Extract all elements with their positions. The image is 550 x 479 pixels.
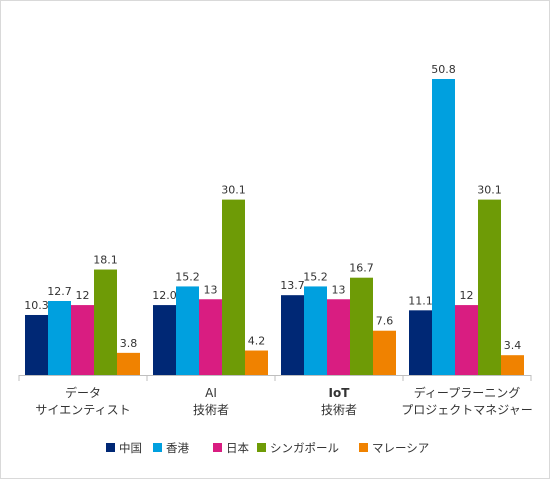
legend-swatch: [213, 443, 222, 452]
x-tick-label: 技術者: [321, 403, 357, 417]
data-label: 13.7: [280, 279, 305, 292]
legend-entry: マレーシア: [372, 441, 429, 455]
bar: [245, 350, 268, 375]
bar: [48, 301, 71, 375]
x-tick-label: 技術者: [193, 403, 229, 417]
data-label: 30.1: [221, 184, 246, 197]
data-label: 12: [460, 289, 474, 302]
x-tick-label: AI: [205, 386, 217, 400]
bar: [199, 299, 222, 375]
legend-swatch: [106, 443, 115, 452]
data-label: 13: [332, 283, 346, 296]
legend-entry: 香港: [166, 441, 189, 455]
bar: [350, 277, 373, 375]
data-label: 4.2: [248, 335, 266, 348]
data-label: 12.7: [47, 285, 72, 298]
data-label: 7.6: [376, 315, 394, 328]
legend-entry: シンガポール: [270, 441, 339, 455]
data-label: 3.8: [120, 337, 138, 350]
data-label: 15.2: [175, 270, 200, 283]
bar: [501, 355, 524, 375]
x-tick-label: サイエンティスト: [35, 403, 130, 417]
legend-swatch: [257, 443, 266, 452]
data-label: 12: [76, 289, 90, 302]
data-label: 30.1: [477, 184, 502, 197]
bar: [373, 330, 396, 375]
data-label: 11.1: [408, 294, 433, 307]
legend-entry: 中国: [119, 441, 142, 455]
bar: [478, 199, 501, 375]
bar: [455, 305, 478, 375]
x-tick-label: ディープラーニング: [414, 385, 520, 400]
data-label: 3.4: [504, 339, 522, 352]
data-label: 13: [204, 283, 218, 296]
legend-swatch: [153, 443, 162, 452]
data-label: 50.8: [431, 63, 456, 76]
x-tick-label: データ: [65, 385, 101, 400]
bar: [117, 352, 140, 375]
bar: [222, 199, 245, 375]
bar: [432, 79, 455, 375]
bar: [304, 286, 327, 375]
data-label: 12.0: [152, 289, 177, 302]
data-label: 18.1: [93, 254, 118, 267]
bar: [327, 299, 350, 375]
data-label: 16.7: [349, 262, 374, 275]
bar: [71, 305, 94, 375]
bar: [153, 305, 176, 375]
x-tick-label: IoT: [329, 386, 351, 400]
legend-swatch: [359, 443, 368, 452]
data-label: 15.2: [303, 270, 328, 283]
bar: [281, 295, 304, 375]
bar: [25, 314, 48, 375]
bar: [94, 269, 117, 375]
bar: [176, 286, 199, 375]
data-label: 10.3: [24, 299, 49, 312]
legend-entry: 日本: [226, 441, 249, 455]
bar: [409, 310, 432, 375]
x-tick-label: プロジェクトマネジャー: [401, 403, 532, 417]
